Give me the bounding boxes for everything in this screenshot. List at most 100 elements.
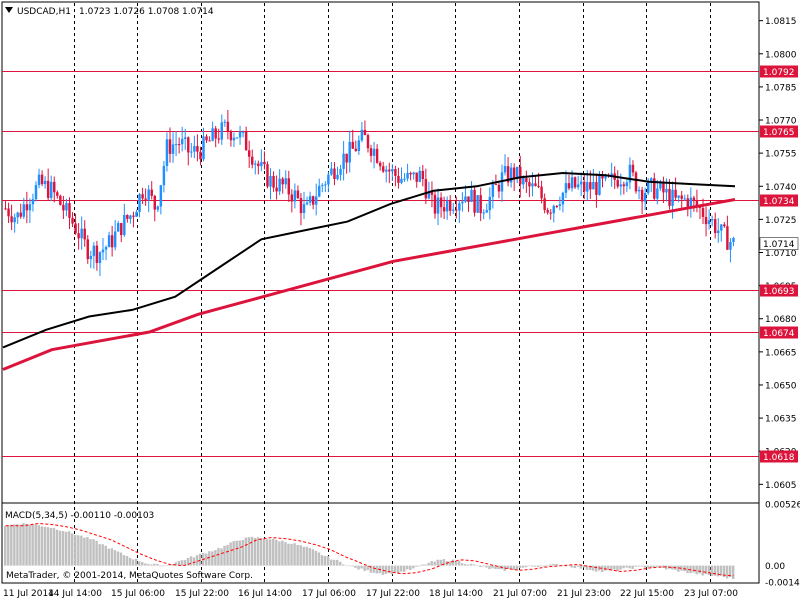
candle-body (628, 164, 632, 183)
macd-bar (296, 544, 299, 566)
candle-body (305, 202, 309, 205)
candle-body (150, 189, 153, 196)
price-tick-label: 1.0635 (765, 415, 797, 425)
candle-body (604, 174, 607, 179)
candle-body (512, 167, 516, 179)
candle-body (415, 172, 418, 182)
candle-body (314, 196, 318, 205)
macd-bar (655, 565, 659, 567)
macd-bar (439, 559, 442, 566)
macd-bar (622, 565, 625, 569)
macd-bar (86, 537, 89, 566)
macd-bar (619, 565, 622, 570)
macd-bar (305, 546, 308, 566)
candle-body (729, 241, 732, 250)
candle-body (235, 137, 239, 139)
macd-bar (497, 565, 500, 570)
macd-bar (241, 540, 245, 566)
macd-bar (646, 565, 650, 568)
macd-bar (409, 565, 412, 571)
candle-body (561, 192, 565, 205)
macd-bar (89, 539, 92, 566)
macd-bar (546, 565, 549, 566)
macd-bar (308, 548, 312, 566)
macd-bar (293, 543, 296, 566)
candle-body (522, 178, 525, 185)
candle-body (260, 161, 263, 167)
macd-bar (238, 540, 241, 566)
macd-bar (168, 564, 171, 566)
macd-bar (460, 563, 464, 566)
macd-bar (229, 542, 232, 566)
level-price-tags: 1.0792 1.0765 1.0734 1.0693 1.0674 1.0618 (760, 65, 798, 463)
macd-bar (80, 535, 83, 566)
vertical-grid (74, 3, 711, 583)
candle-body (643, 193, 647, 202)
candle-body (226, 121, 230, 132)
macd-bar (314, 550, 318, 566)
ma-slow-line (2, 198, 736, 371)
candle-body (107, 235, 111, 248)
macd-bar (281, 540, 284, 566)
macd-bar (604, 565, 607, 571)
macd-bar (287, 543, 290, 566)
time-tick-label: 17 Jul 22:00 (366, 589, 420, 599)
candle-body (412, 172, 415, 175)
candle-body (296, 190, 300, 199)
chart-area[interactable] (1, 1, 760, 584)
candle-body (656, 188, 659, 199)
macd-bar (390, 565, 394, 575)
macd-bar (686, 565, 689, 574)
candle-body (707, 220, 711, 225)
candle-body (686, 198, 690, 208)
candle-body (129, 215, 132, 219)
candle-body (549, 212, 552, 214)
candle-body (257, 163, 260, 167)
candle-body (65, 203, 68, 211)
macd-bar (83, 537, 86, 566)
macd-bar (16, 524, 19, 566)
candle-body (558, 204, 562, 207)
candle-body (680, 195, 683, 199)
macd-bar (64, 531, 68, 566)
macd-bar (610, 565, 613, 571)
macd-bar (125, 555, 129, 566)
macd-axis: 0.00526 0.00 -0.0014 (765, 501, 800, 589)
candle-body (80, 228, 83, 239)
horizontal-levels[interactable] (2, 71, 759, 457)
macd-bar (381, 565, 385, 575)
candle-body (732, 238, 735, 242)
price-tick-label: 1.0725 (765, 216, 797, 226)
candle-body (59, 195, 62, 205)
candle-body (445, 200, 449, 212)
macd-bar (177, 560, 181, 566)
candle-body (229, 131, 233, 141)
candle-body (494, 183, 498, 185)
macd-bar (226, 544, 229, 566)
candle-body (205, 136, 208, 141)
candle-body (452, 209, 455, 211)
candle-body (646, 181, 650, 194)
macd-bar (119, 552, 123, 566)
macd-bar (412, 565, 415, 569)
macd-bar (613, 565, 616, 570)
macd-bar (463, 564, 467, 566)
dropdown-triangle-icon[interactable] (5, 7, 13, 13)
macd-bar (701, 565, 704, 576)
macd-bar (354, 565, 357, 568)
candle-body (668, 188, 671, 206)
ohlc-label: 1.0723 1.0726 1.0708 1.0714 (79, 7, 214, 17)
macd-bar (509, 565, 513, 569)
candle-body (318, 185, 321, 197)
macd-bar (372, 565, 375, 573)
candle-body (193, 146, 196, 152)
macd-bar (661, 565, 665, 569)
macd-bar (652, 565, 656, 568)
macd-bar (351, 565, 354, 567)
candle-body (327, 174, 330, 185)
candle-body (698, 206, 702, 208)
candle-body (330, 168, 333, 175)
candle-body (458, 203, 461, 211)
candle-body (552, 205, 555, 214)
